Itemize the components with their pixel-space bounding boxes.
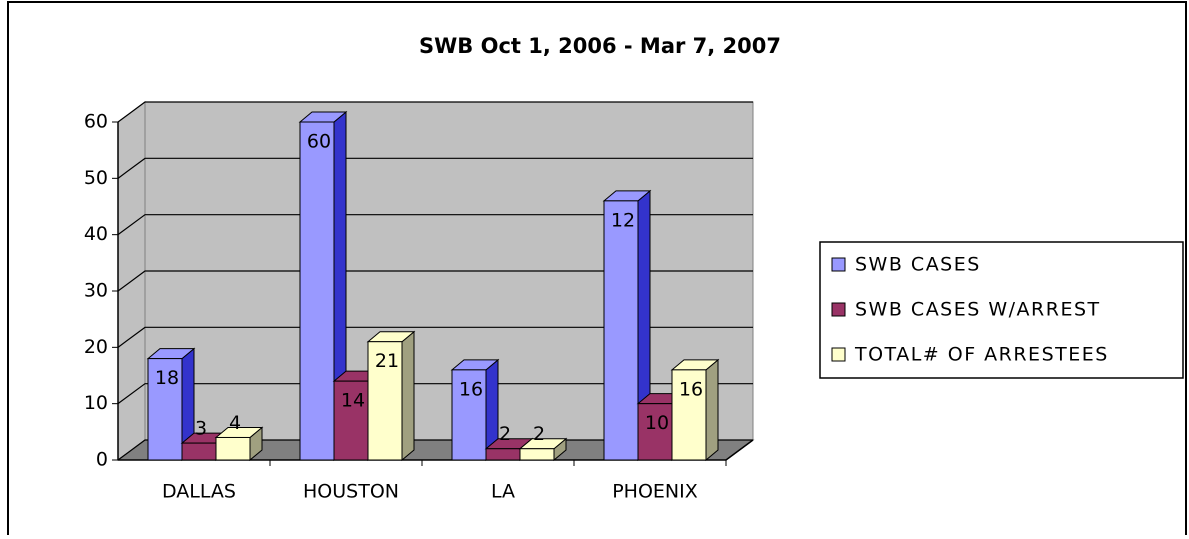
grid-line [117, 214, 753, 236]
data-label: 2 [499, 423, 511, 445]
x-tick-label: HOUSTON [303, 481, 399, 503]
x-tick-label: LA [491, 481, 515, 503]
grid-line [117, 157, 753, 179]
grid-line [117, 270, 753, 292]
grid-line [117, 101, 753, 123]
x-tick-label: PHOENIX [612, 481, 698, 503]
data-label: 10 [645, 412, 669, 434]
bar [299, 121, 335, 461]
y-tick-label: 30 [84, 280, 108, 302]
bar [671, 369, 707, 461]
legend-label: TOTAL# OF ARRESTEES [854, 344, 1109, 366]
bar [181, 442, 217, 461]
bar [485, 448, 521, 461]
legend-label: SWB CASES W/ARREST [855, 299, 1101, 321]
y-tick-label: 50 [84, 167, 108, 189]
legend-swatch [831, 302, 846, 317]
bar [333, 380, 369, 461]
data-label: 3 [195, 418, 207, 440]
bar [451, 369, 487, 461]
data-label: 4 [229, 412, 241, 434]
bar [147, 358, 183, 461]
legend-label: SWB CASES [855, 254, 981, 276]
data-label: 14 [341, 390, 365, 412]
grid-line [117, 326, 753, 348]
y-tick-label: 10 [84, 392, 108, 414]
data-label: 16 [459, 378, 483, 400]
bar [367, 341, 403, 461]
y-tick-label: 40 [84, 223, 108, 245]
data-label: 18 [155, 367, 179, 389]
bar [519, 448, 555, 461]
bar [603, 200, 639, 461]
bar [215, 436, 251, 461]
bar [637, 403, 673, 461]
legend-swatch [831, 257, 846, 272]
bar-side [401, 330, 415, 462]
x-tick-label: DALLAS [162, 481, 236, 503]
y-tick-label: 0 [96, 449, 108, 471]
grid-line [117, 383, 753, 405]
data-label: 2 [533, 423, 545, 445]
bar-side [705, 358, 719, 462]
data-label: 16 [679, 378, 703, 400]
x-axis-depth [725, 439, 754, 461]
legend-swatch [831, 347, 846, 362]
y-tick-label: 20 [84, 336, 108, 358]
data-label: 21 [375, 350, 399, 372]
data-label: 60 [307, 131, 331, 153]
annotation: 12 [611, 209, 635, 231]
y-tick-label: 60 [84, 111, 108, 133]
legend-box [819, 241, 1184, 379]
chart-title: SWB Oct 1, 2006 - Mar 7, 2007 [419, 34, 781, 58]
